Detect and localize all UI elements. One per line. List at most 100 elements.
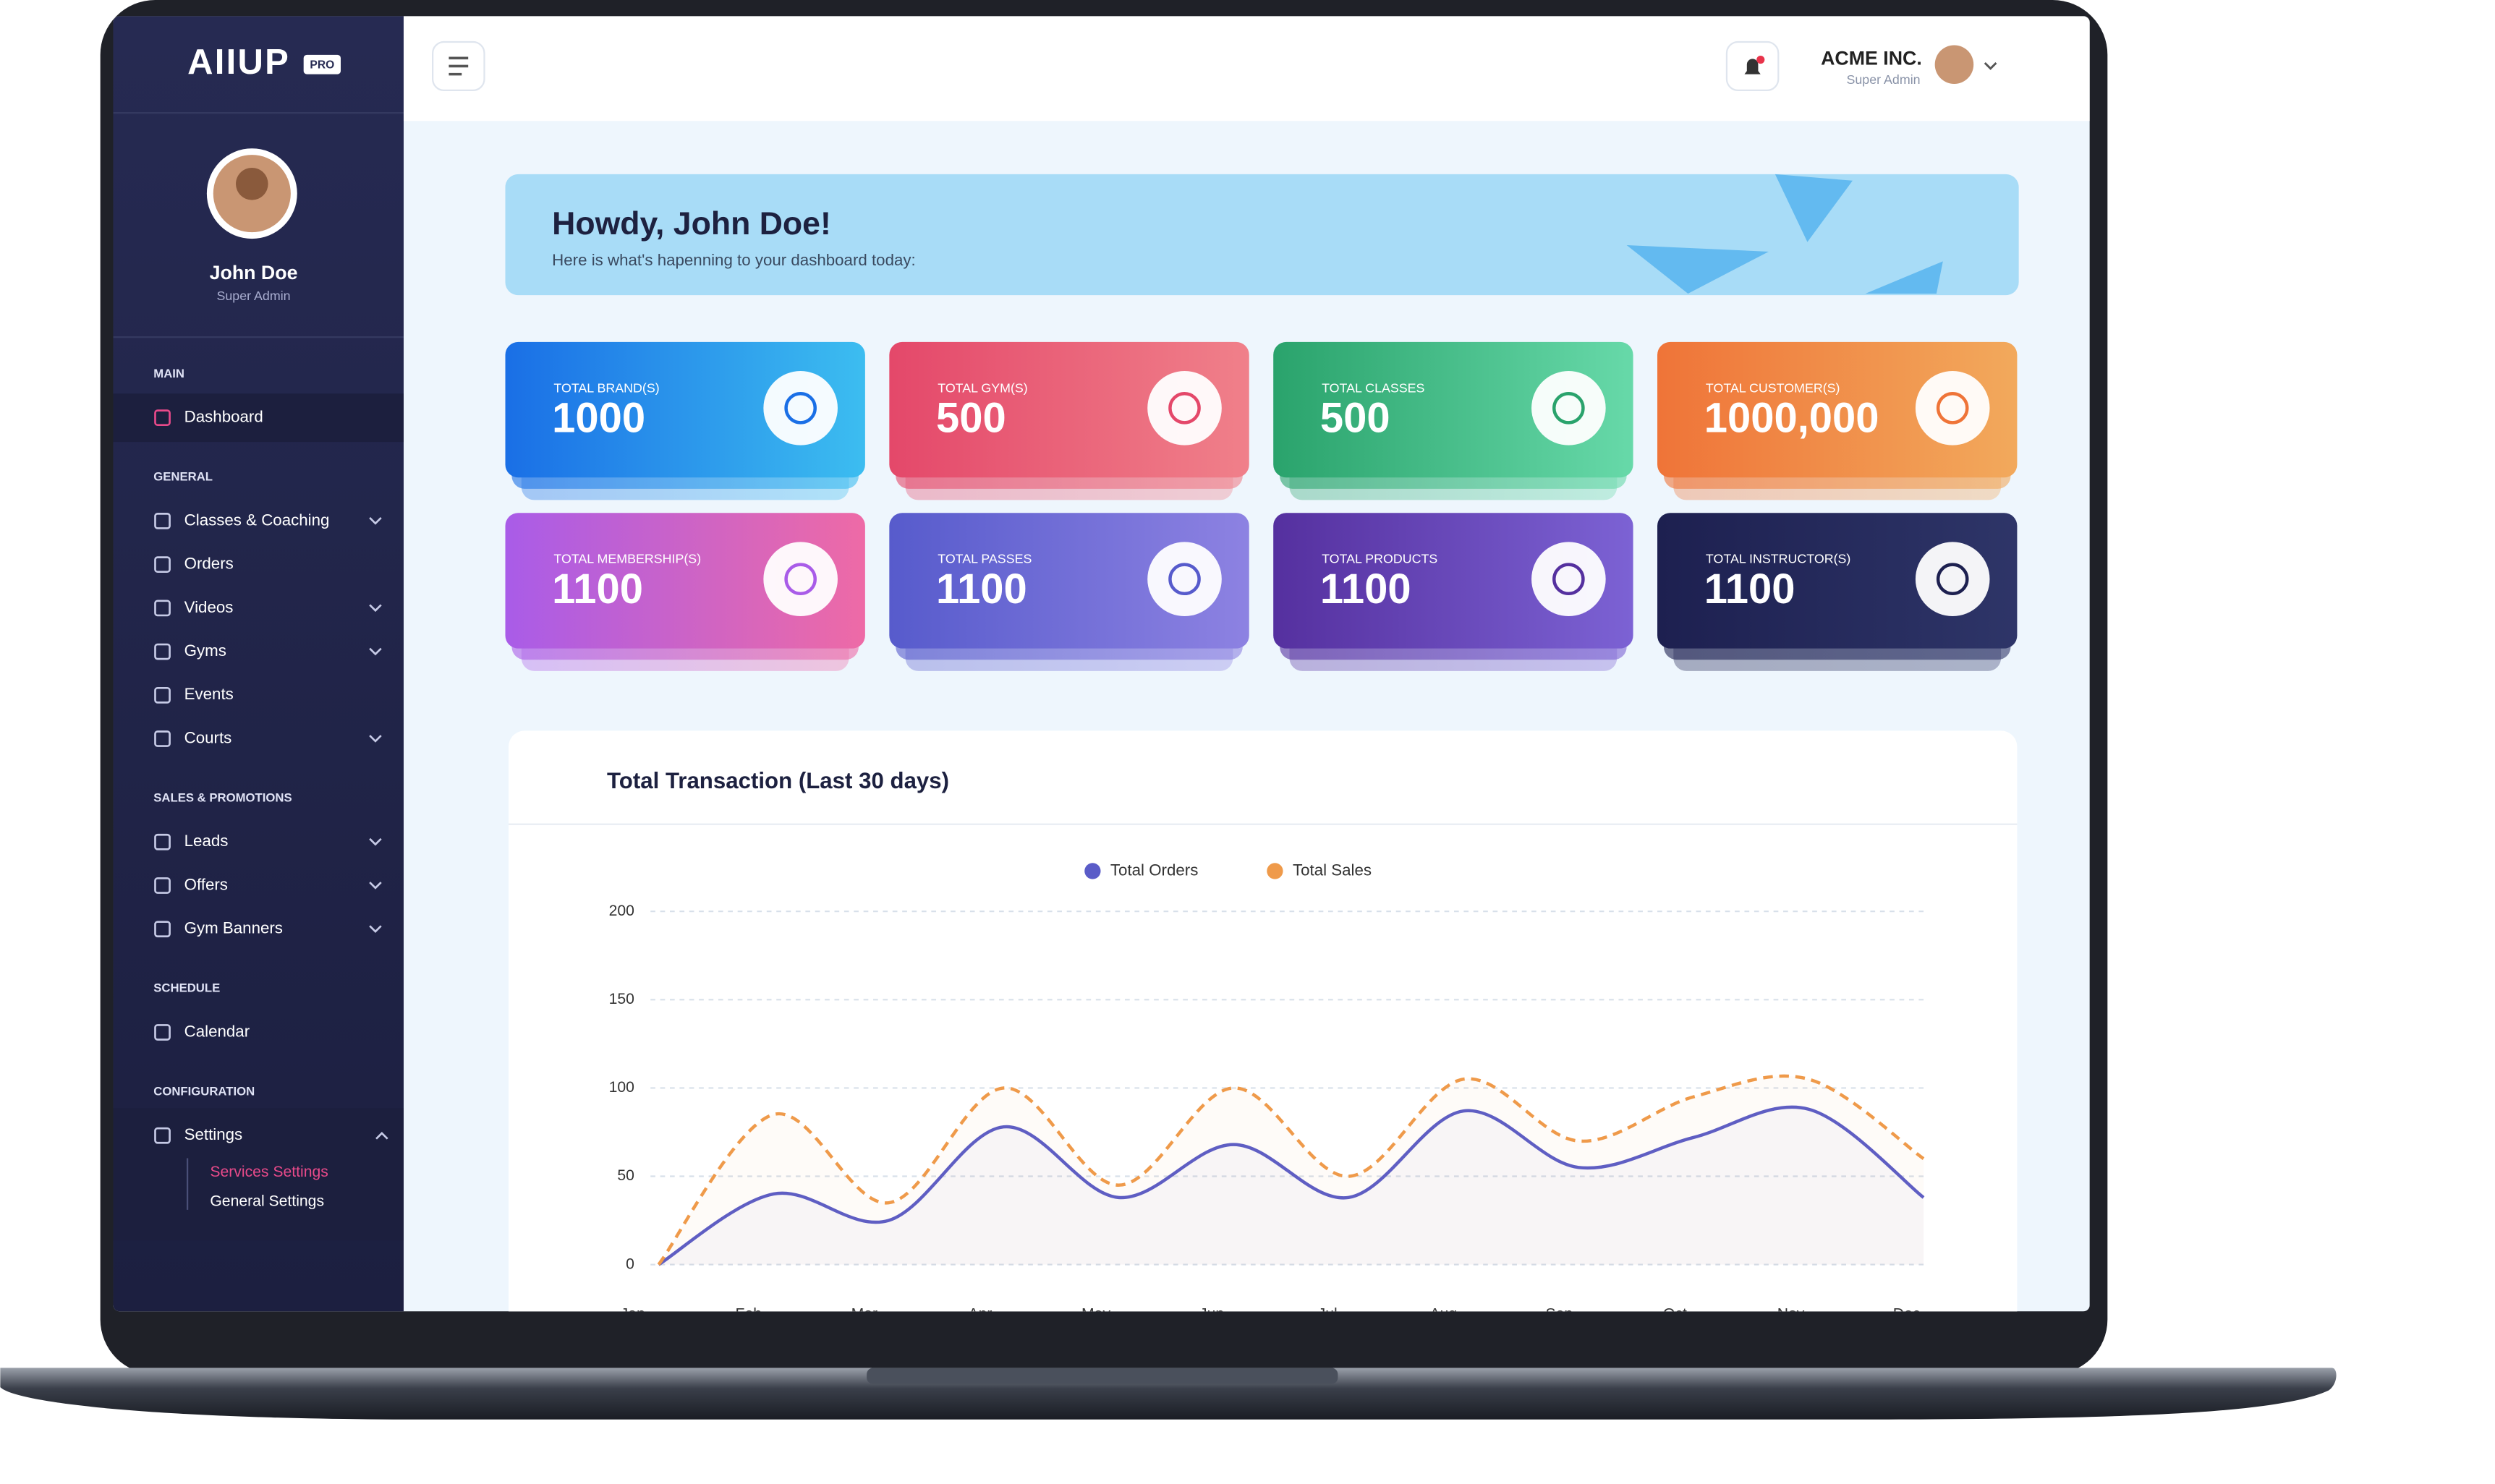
section-title: SCHEDULE xyxy=(153,981,220,995)
chevron xyxy=(369,882,382,890)
x-tick-label: Nov xyxy=(1777,1305,1805,1322)
menu-item[interactable]: Dashboard xyxy=(184,408,263,426)
user-role: Super Admin xyxy=(217,289,291,303)
menu-item[interactable]: Leads xyxy=(184,832,229,850)
menu-icon xyxy=(154,1024,171,1041)
badge-bg xyxy=(303,54,341,74)
brand: AIIUP xyxy=(187,43,290,82)
series-line xyxy=(657,1074,1925,1266)
card-label: TOTAL MEMBERSHIP(S) xyxy=(553,552,701,566)
menu-item[interactable]: Events xyxy=(184,685,234,703)
x-tick-label: Feb xyxy=(736,1305,762,1322)
card-label: TOTAL PRODUCTS xyxy=(1322,552,1437,566)
expanded-item-bg xyxy=(113,1108,404,1241)
card-icon xyxy=(1936,391,1969,425)
chart-panel xyxy=(508,730,2018,1312)
stat-card[interactable] xyxy=(1657,341,2018,478)
card-icon-bg xyxy=(1531,542,1606,617)
x-tick-label: Jun xyxy=(1199,1305,1224,1322)
menu-item[interactable]: Gym Banners xyxy=(184,919,283,937)
banner-decor xyxy=(1626,174,1943,294)
submenu-item[interactable]: General Settings xyxy=(210,1193,324,1209)
card-value: 1000 xyxy=(552,395,645,441)
chevron xyxy=(369,517,382,525)
menu-icon xyxy=(154,556,171,573)
legend-label[interactable]: Total Sales xyxy=(1293,861,1372,879)
chevron xyxy=(369,837,382,846)
menu-icon xyxy=(154,1127,171,1144)
card-value: 1100 xyxy=(1320,566,1411,613)
menu-item[interactable]: Orders xyxy=(184,555,234,573)
x-tick-label: Sep xyxy=(1546,1305,1573,1322)
section-title: GENERAL xyxy=(153,470,213,484)
menu-item[interactable]: Offers xyxy=(184,875,228,893)
stat-card[interactable] xyxy=(889,341,1249,478)
x-tick-label: Jan xyxy=(621,1305,645,1322)
x-tick-label: Dec xyxy=(1893,1305,1921,1322)
card-label: TOTAL CLASSES xyxy=(1322,380,1424,395)
y-tick-label: 200 xyxy=(609,903,634,919)
menu-icon xyxy=(154,833,171,850)
menu-item[interactable]: Videos xyxy=(184,598,234,616)
menu-item[interactable]: Classes & Coaching xyxy=(184,511,330,529)
company: ACME INC. xyxy=(1821,48,1922,69)
y-tick-label: 0 xyxy=(626,1255,634,1272)
stat-card[interactable] xyxy=(505,513,865,649)
chevron xyxy=(369,735,382,743)
x-tick-label: May xyxy=(1081,1305,1110,1322)
avatar-face xyxy=(236,167,268,200)
stat-card[interactable] xyxy=(505,341,865,478)
card-icon xyxy=(1552,391,1585,425)
menu-item[interactable]: Calendar xyxy=(184,1022,250,1040)
card-icon xyxy=(1168,391,1201,425)
legend-swatch xyxy=(1084,863,1101,879)
stat-card[interactable] xyxy=(1273,341,1633,478)
y-tick-label: 100 xyxy=(609,1079,634,1096)
menu-item[interactable]: Settings xyxy=(184,1125,243,1143)
header-role: Super Admin xyxy=(1847,72,1921,87)
area xyxy=(658,1106,1924,1265)
stat-card[interactable] xyxy=(1273,513,1633,649)
base-notch xyxy=(867,1368,1338,1384)
banner-title: Howdy, John Doe! xyxy=(552,206,831,242)
x-tick-label: Aug xyxy=(1429,1305,1457,1322)
stat-card[interactable] xyxy=(1657,513,2018,649)
header-avatar[interactable] xyxy=(1934,45,1974,84)
stat-card[interactable] xyxy=(889,513,1249,649)
menu-item[interactable]: Courts xyxy=(184,728,232,746)
y-tick-label: 150 xyxy=(609,991,634,1007)
card-icon-bg xyxy=(1915,542,1990,617)
menu-item[interactable]: Gyms xyxy=(184,641,226,660)
banner xyxy=(505,174,2019,296)
card-label: TOTAL GYM(S) xyxy=(938,380,1027,395)
bell-icon xyxy=(1744,59,1761,74)
card-label: TOTAL CUSTOMER(S) xyxy=(1706,380,1840,395)
area xyxy=(658,1075,1924,1265)
card-icon-bg xyxy=(1147,371,1222,445)
y-tick-label: 50 xyxy=(617,1167,634,1184)
chevron xyxy=(369,925,382,933)
menu-icon xyxy=(154,877,171,894)
card-icon-bg xyxy=(763,542,838,617)
card-value: 1100 xyxy=(936,566,1027,613)
legend-swatch xyxy=(1267,863,1283,879)
card-icon-bg xyxy=(763,371,838,445)
menu-icon xyxy=(154,600,171,617)
card-value: 500 xyxy=(936,395,1006,441)
menu-icon xyxy=(154,730,171,747)
card-value: 1000,000 xyxy=(1704,395,1879,441)
card-icon xyxy=(1168,563,1201,596)
submenu-item[interactable]: Services Settings xyxy=(210,1164,328,1180)
x-tick-label: Mar xyxy=(851,1305,877,1322)
card-icon xyxy=(1936,563,1969,596)
dropdown-chevron[interactable] xyxy=(1984,61,1997,70)
x-tick-label: Jul xyxy=(1318,1305,1338,1322)
user-name: John Doe xyxy=(210,262,298,283)
chart-title: Total Transaction (Last 30 days) xyxy=(607,768,949,793)
menu-icon xyxy=(154,686,171,704)
banner-subtitle: Here is what's hapenning to your dashboa… xyxy=(552,251,916,269)
card-value: 500 xyxy=(1320,395,1390,441)
legend-label[interactable]: Total Orders xyxy=(1110,861,1198,879)
chevron xyxy=(375,1131,388,1140)
section-title: MAIN xyxy=(153,367,184,380)
